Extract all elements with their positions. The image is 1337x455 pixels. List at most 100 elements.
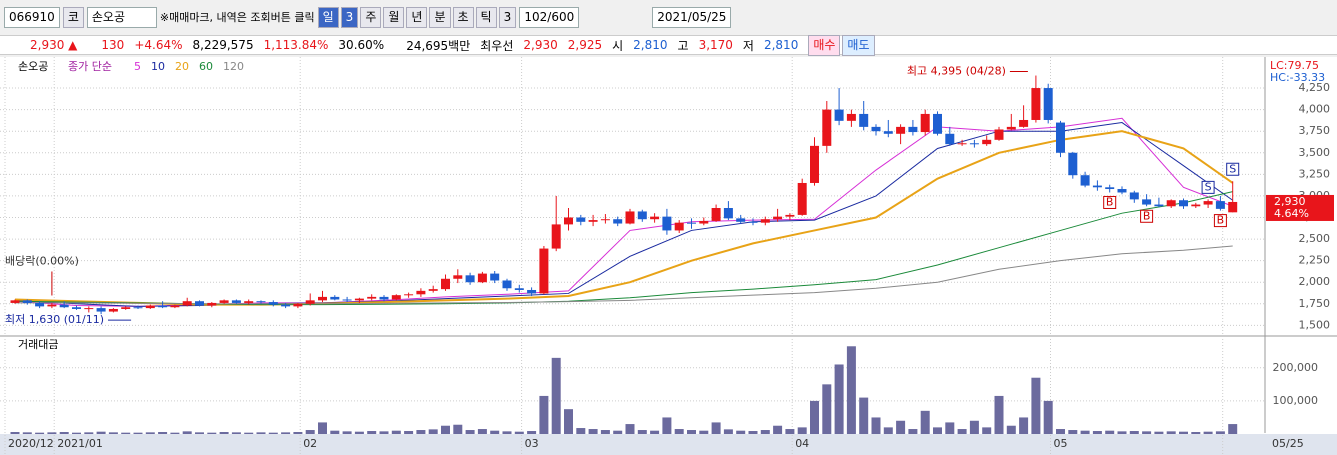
y-tick-label: 2,000 xyxy=(1299,275,1331,288)
volume-bar xyxy=(318,422,327,434)
sell-button[interactable]: 매도 xyxy=(842,34,875,56)
candle-body xyxy=(170,305,180,308)
code[interactable]: 066910 xyxy=(4,6,60,28)
candle-body xyxy=(1006,126,1016,130)
vol-ratio: 1,113.84% xyxy=(263,38,329,52)
volume-bar xyxy=(1092,431,1102,434)
volume-bar xyxy=(10,432,20,434)
candle-body xyxy=(1129,192,1139,200)
volume-bar xyxy=(539,395,549,434)
candle-body xyxy=(859,113,869,127)
candle-body xyxy=(1080,175,1090,186)
volume-bar xyxy=(699,430,709,434)
volume-bar xyxy=(933,427,942,434)
period-button[interactable]: 일 xyxy=(317,6,339,28)
candle-body xyxy=(305,300,315,304)
candle-body xyxy=(920,113,930,133)
candle-body xyxy=(108,308,118,312)
date[interactable]: 2021/05/25 xyxy=(652,6,732,28)
quote-bar: 2,930 ▲ 130 +4.64% 8,229,575 1,113.84% 3… xyxy=(0,34,1337,56)
candle-body xyxy=(896,126,906,134)
candle-body xyxy=(564,217,573,225)
count[interactable]: 102/600 xyxy=(519,6,580,28)
period-button[interactable]: 3 xyxy=(498,6,517,28)
trade-marker xyxy=(1140,209,1154,223)
candle-body xyxy=(650,216,660,220)
volume-bar xyxy=(551,357,561,434)
period-button[interactable]: 틱 xyxy=(475,6,497,28)
volume-bar xyxy=(1117,431,1127,434)
price: 2,930 ▲ xyxy=(30,38,78,52)
candle-body xyxy=(625,211,635,224)
volume-bar xyxy=(256,432,266,434)
candle-body xyxy=(748,221,758,223)
candle-body xyxy=(367,296,377,299)
volume-bar xyxy=(293,432,303,434)
period-button[interactable]: 월 xyxy=(383,6,405,28)
candle-body xyxy=(785,214,795,217)
low-label: 저 xyxy=(742,38,754,53)
legend-entry: 120 xyxy=(223,60,244,73)
chart-title: 손오공 xyxy=(18,60,48,73)
chart: 손오공 종가 단순 LC:79.75 HC:-33.33 거래대금 1,500 1… xyxy=(0,57,1337,455)
volume-bar xyxy=(637,430,647,434)
volume-bar xyxy=(1019,417,1029,434)
ma-line xyxy=(14,130,1234,306)
y-tick-label: 2,250 xyxy=(1299,254,1331,267)
x-axis-bg xyxy=(0,434,1337,455)
candle-body xyxy=(613,219,623,224)
period-button[interactable]: 3 xyxy=(340,6,359,28)
candle-body xyxy=(1154,204,1164,207)
candle-body xyxy=(1179,200,1188,207)
period-button[interactable]: 분 xyxy=(429,6,451,28)
volume-bar xyxy=(859,397,869,434)
volume-bar xyxy=(564,409,573,434)
volume-bar xyxy=(1215,431,1225,434)
volume-bar xyxy=(305,430,315,434)
candle-body xyxy=(1068,152,1078,176)
period-button[interactable]: 주 xyxy=(360,6,382,28)
volume-bar xyxy=(1006,425,1016,434)
buy-button[interactable]: 매수 xyxy=(808,34,841,56)
candle-body xyxy=(1031,88,1041,120)
last-rate: 4.64% xyxy=(1274,207,1309,220)
volume-bar xyxy=(391,430,401,434)
candle-body xyxy=(883,131,893,134)
volume-bar xyxy=(1068,430,1078,434)
candle-body xyxy=(268,302,278,305)
market[interactable]: 코 xyxy=(62,6,84,28)
y-tick-label: 3,500 xyxy=(1299,146,1331,159)
candle-body xyxy=(994,129,1004,140)
volume-bar xyxy=(834,364,844,434)
candle-body xyxy=(256,301,266,303)
volume-bar xyxy=(158,432,168,434)
volume-bar xyxy=(441,425,450,434)
period-button[interactable]: 초 xyxy=(452,6,474,28)
last-price-box xyxy=(1266,194,1334,221)
volume-bar xyxy=(502,431,512,434)
candle-body xyxy=(551,224,561,249)
trade-marker xyxy=(1201,180,1215,194)
volume-bar xyxy=(600,430,610,434)
candle-body xyxy=(1105,187,1115,190)
volume-bar xyxy=(994,395,1004,434)
volume-bar xyxy=(182,431,192,434)
period-button[interactable]: 년 xyxy=(406,6,428,28)
candle-body xyxy=(1056,122,1065,153)
volume-bar xyxy=(268,432,278,434)
candle-body xyxy=(514,288,524,290)
best-label: 최우선 xyxy=(480,38,514,53)
volume-bar xyxy=(404,431,414,434)
volume-bar xyxy=(47,432,57,434)
volume-bar xyxy=(35,432,45,434)
open: 2,810 xyxy=(633,38,668,52)
stock-name[interactable]: 손오공 xyxy=(86,6,157,28)
candle-body xyxy=(760,219,770,223)
candle-body xyxy=(933,113,942,134)
ma-line xyxy=(15,245,1233,305)
volume-bar xyxy=(1203,431,1213,434)
legend-entry: 60 xyxy=(199,60,213,73)
volume-bar xyxy=(22,432,32,434)
candle-body xyxy=(47,304,57,307)
